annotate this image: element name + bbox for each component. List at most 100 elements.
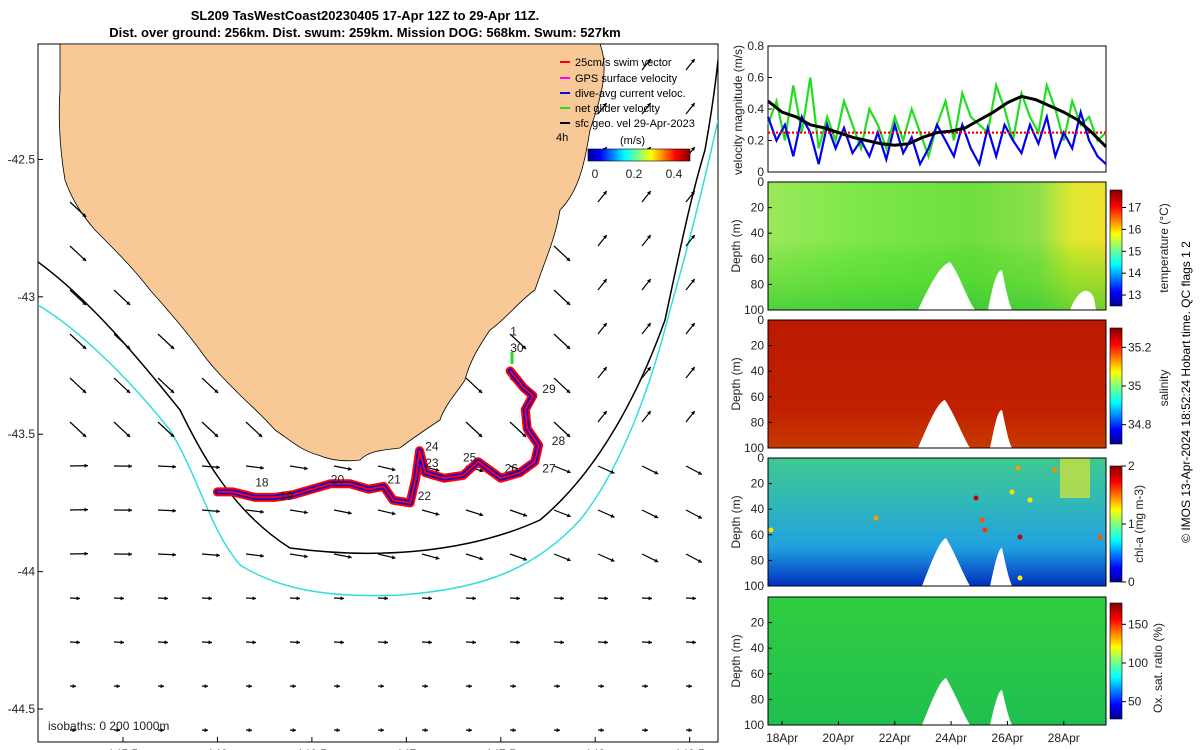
vector-head-131 — [248, 684, 252, 689]
chl-axes-cbar-tick-0: 0 — [1128, 575, 1135, 589]
vector-13 — [553, 245, 571, 262]
map-ytick-3: -44 — [18, 565, 36, 579]
vector-47 — [509, 421, 527, 438]
ox-axes-cbar-tick-1: 100 — [1128, 656, 1148, 670]
vector-head-87 — [304, 554, 308, 559]
ox-axes-ylabel: Depth (m) — [729, 634, 743, 687]
track-day-21: 21 — [387, 473, 401, 487]
date-tick-2: 22Apr — [879, 731, 911, 745]
vector-head-43 — [170, 433, 175, 437]
temperature-frame — [767, 181, 1107, 311]
salinity-cbar-label: salinity — [1157, 370, 1171, 407]
oxygen-bathy-notch-2 — [990, 690, 1012, 725]
chlorophyll-bloom — [1060, 458, 1090, 498]
velocity-axes: 0 0.2 0.4 0.6 0.8 — [747, 39, 772, 179]
salinity-bathy-notch-2 — [990, 410, 1012, 448]
chl-point-0 — [1015, 465, 1021, 471]
vector-head-105 — [428, 596, 432, 601]
vector-head-28 — [603, 323, 607, 327]
track-day-23: 23 — [425, 456, 439, 470]
sal-axes-ytick-3: 60 — [751, 390, 765, 404]
vector-head-143 — [116, 728, 120, 733]
vector-head-139 — [600, 684, 604, 689]
map-ytick-4: -44.5 — [8, 702, 36, 716]
temperature-bathy-notch-2 — [988, 270, 1012, 310]
oxygen-bathy-notch-1 — [922, 678, 970, 725]
vector-head-93 — [566, 557, 571, 562]
vector-head-134 — [380, 684, 384, 689]
vector-head-1 — [691, 59, 695, 63]
vector-head-18 — [126, 301, 131, 305]
vector-head-136 — [468, 684, 472, 689]
vector-head-14 — [603, 235, 607, 239]
vector-head-82 — [84, 551, 88, 556]
vector-48 — [553, 421, 571, 438]
vector-head-3 — [647, 103, 651, 107]
sal-axes-ytick-1: 20 — [751, 339, 765, 353]
vector-head-20 — [603, 279, 607, 283]
vel-ytick-0: 0 — [757, 165, 764, 179]
vector-12 — [69, 245, 87, 262]
temp-axes-cbar-tick-3: 16 — [1128, 222, 1142, 236]
vector-head-13 — [566, 257, 571, 261]
temp-axes-ytick-3: 60 — [751, 252, 765, 266]
vector-head-44 — [214, 433, 219, 437]
oxygen-axes: 20 40 60 80 100 Depth (m) 50 100 150 18Apr 20Apr 22… — [729, 616, 1148, 745]
vector-head-48 — [566, 433, 571, 437]
legend-gps: GPS surface velocity — [575, 73, 678, 85]
velocity-line-3 — [767, 94, 1108, 148]
vector-head-96 — [697, 559, 702, 563]
vector-head-124 — [604, 640, 608, 645]
vector-head-102 — [296, 596, 300, 601]
vector-17 — [69, 289, 87, 306]
vel-ytick-4: 0.8 — [747, 39, 764, 53]
chl-axes-ytick-1: 20 — [751, 477, 765, 491]
vector-head-106 — [472, 596, 476, 601]
map-legend: 25cm/s swim vector GPS surface velocity … — [556, 57, 695, 181]
vector-head-137 — [512, 684, 516, 689]
vector-head-85 — [216, 553, 220, 558]
vector-head-47 — [522, 433, 527, 437]
sal-axes-cbar-tick-2: 35.2 — [1128, 340, 1152, 354]
vector-head-61 — [479, 468, 484, 473]
vector-head-8 — [82, 213, 87, 217]
vector-head-129 — [160, 684, 164, 689]
isobath-200m — [38, 59, 718, 555]
chl-point-10 — [1097, 534, 1103, 540]
vector-head-144 — [160, 728, 164, 733]
vector-head-100 — [208, 596, 212, 601]
date-tick-5: 28Apr — [1048, 731, 1080, 745]
vector-head-71 — [260, 509, 264, 514]
vector-head-98 — [120, 596, 124, 601]
velocity-line-1 — [766, 107, 1107, 168]
sal-axes-ytick-0: 0 — [757, 313, 764, 327]
vector-head-141 — [688, 684, 692, 689]
map-xtick-4: 147.5 — [486, 747, 516, 750]
vector-head-25 — [170, 345, 175, 349]
ox-axes-ytick-4: 100 — [744, 718, 764, 732]
vector-head-19 — [566, 301, 571, 305]
map-ytick-0: -42.5 — [8, 152, 36, 166]
velocity-series — [766, 77, 1108, 168]
cbar-tick-02: 0.2 — [626, 167, 643, 181]
isobaths-note: isobaths: 0 200 1000m — [48, 719, 169, 733]
vector-head-4 — [691, 103, 695, 107]
vector-head-11 — [691, 191, 695, 195]
chlorophyll-cbar-label: chl-a (mg m-3) — [1132, 485, 1146, 563]
sal-axes-cbar-tick-0: 34.8 — [1128, 418, 1152, 432]
map-axes: 145.5 146 146.5 147 147.5 148 148.5 -42.5 -43 -43… — [8, 152, 705, 750]
vector-head-95 — [654, 558, 659, 563]
vector-23 — [69, 333, 87, 350]
vector-head-2 — [603, 103, 607, 107]
map-xtick-5: 148 — [585, 747, 605, 750]
vector-head-103 — [340, 596, 344, 601]
vector-head-52 — [84, 463, 88, 468]
salinity-bathy-notch-1 — [918, 400, 970, 448]
vector-head-22 — [691, 279, 695, 283]
vector-head-119 — [384, 640, 388, 645]
vector-head-45 — [258, 433, 263, 437]
salinity-panel: 0 20 40 60 80 100 Depth (m) 34.8 35 35.2 salinity — [729, 313, 1171, 455]
vector-head-138 — [556, 684, 560, 689]
temp-axes-ytick-1: 20 — [751, 201, 765, 215]
vector-head-142 — [72, 728, 76, 733]
